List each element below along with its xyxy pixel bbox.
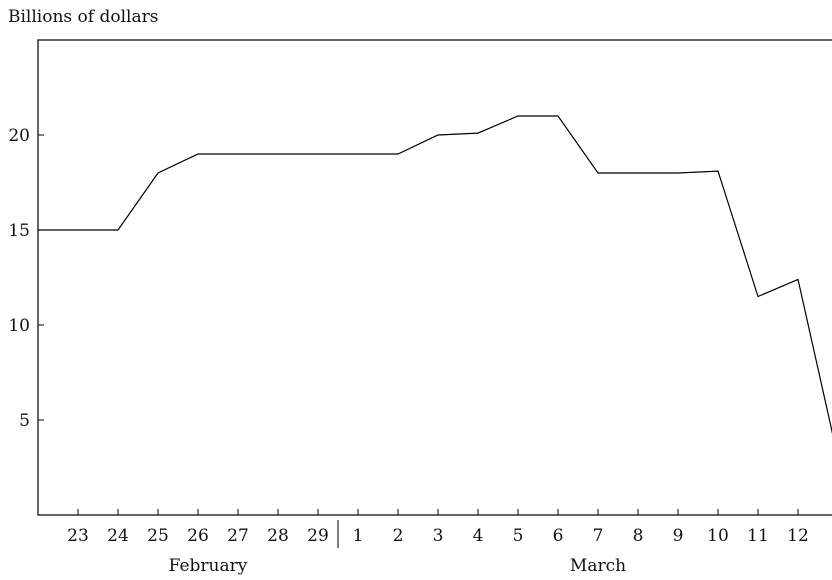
x-tick-label: 27 [227,526,249,546]
y-tick-label: 10 [8,316,30,336]
y-axis-ticks: 5 10 15 20 [8,126,44,431]
x-tick-label: 29 [307,526,329,546]
x-tick-label: 7 [593,526,604,546]
x-tick-label: 10 [707,526,729,546]
x-tick-label: 24 [107,526,129,546]
month-labels: February March [169,556,626,576]
x-tick-label: 6 [553,526,564,546]
x-tick-label: 4 [473,526,484,546]
x-tick-label: 3 [433,526,444,546]
month-label-february: February [169,556,248,576]
series-group [38,115,832,434]
x-tick-label: 26 [187,526,209,546]
x-tick-label: 2 [393,526,404,546]
month-label-march: March [570,556,626,576]
x-tick-label: 5 [513,526,524,546]
plot-frame [37,39,832,516]
x-tick-label: 28 [267,526,289,546]
x-tick-label: 1 [353,526,364,546]
y-axis-title: Billions of dollars [8,7,158,27]
x-tick-label: 23 [67,526,89,546]
x-tick-label: 8 [633,526,644,546]
x-tick-label: 25 [147,526,169,546]
series-line [38,115,832,434]
x-tick-label: 9 [673,526,684,546]
x-tick-label: 11 [747,526,769,546]
y-tick-label: 15 [8,221,30,241]
y-tick-label: 20 [8,126,30,146]
y-tick-label: 5 [19,411,30,431]
x-tick-label: 12 [787,526,809,546]
x-axis-ticks: 23 24 25 26 27 28 29 1 2 3 4 5 6 7 8 9 10 11 12 [67,509,809,546]
